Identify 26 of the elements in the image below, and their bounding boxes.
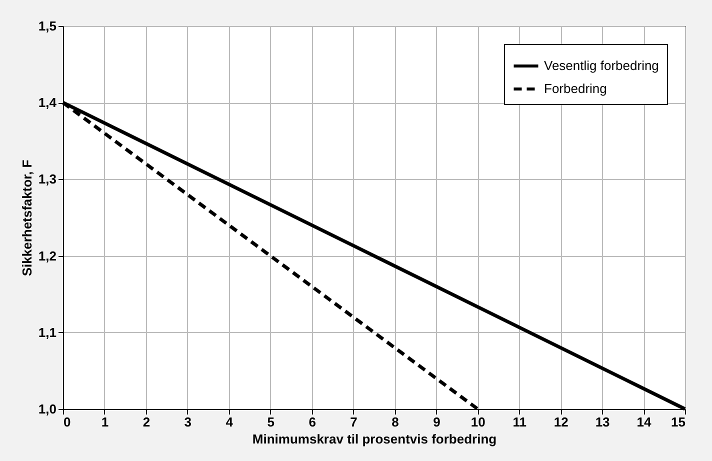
- y-tick-label: 1,3: [38, 172, 56, 187]
- x-tick-label: 11: [512, 414, 527, 430]
- y-tick-label: 1,2: [38, 248, 56, 264]
- y-axis-title: Sikkerhetsfaktor, F: [19, 160, 34, 276]
- y-tick-label: 1,5: [38, 18, 56, 34]
- x-tick-label: 1: [101, 414, 109, 430]
- x-tick-label: 9: [433, 414, 440, 430]
- x-tick-label: 8: [392, 414, 399, 430]
- y-tick-label: 1,4: [38, 95, 58, 110]
- x-tick-label: 12: [554, 414, 568, 430]
- x-tick-label: 4: [226, 414, 234, 430]
- y-tick-label: 1,0: [38, 402, 56, 416]
- x-tick-label: 5: [267, 414, 274, 430]
- x-tick-label: 3: [184, 414, 192, 430]
- x-tick-label: 2: [142, 414, 150, 430]
- y-tick-label: 1,1: [38, 324, 56, 340]
- x-tick-label: 14: [636, 414, 652, 430]
- x-tick-label: 6: [308, 414, 316, 430]
- x-tick-label: 0: [64, 414, 71, 430]
- legend-label: Vesentlig forbedring: [544, 58, 659, 73]
- x-tick-label: 15: [671, 414, 686, 430]
- x-tick-label: 10: [470, 414, 486, 430]
- x-axis-title: Minimumskrav til prosentvis forbedring: [252, 432, 497, 446]
- x-tick-label: 13: [595, 414, 610, 430]
- x-tick-label: 7: [350, 414, 358, 430]
- legend-label: Forbedring: [544, 81, 607, 96]
